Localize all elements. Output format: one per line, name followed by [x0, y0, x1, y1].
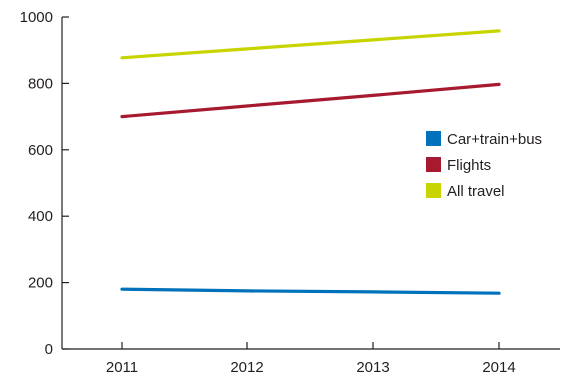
- legend-swatch: [426, 183, 441, 198]
- legend-label: Flights: [447, 157, 491, 174]
- x-tick-label: 2013: [356, 359, 389, 376]
- y-tick-label: 1000: [20, 9, 53, 26]
- y-tick-label: 200: [28, 275, 53, 292]
- x-tick-label: 2014: [482, 359, 515, 376]
- x-tick-label: 2012: [230, 359, 263, 376]
- series-line-3: [120, 29, 501, 60]
- legend-label: Car+train+bus: [447, 131, 542, 148]
- legend-swatch: [426, 157, 441, 172]
- series-line-1: [120, 287, 501, 295]
- x-axis: 2011 2012 2013 2014: [62, 342, 560, 376]
- series-line-2: [120, 82, 501, 119]
- y-tick-label: 400: [28, 208, 53, 225]
- y-tick-label: 0: [45, 341, 53, 358]
- legend-label: All travel: [447, 183, 505, 200]
- legend-swatch: [426, 131, 441, 146]
- y-tick-label: 800: [28, 75, 53, 92]
- x-tick-label: 2011: [106, 359, 138, 376]
- legend: Car+train+bus Flights All travel: [426, 131, 542, 200]
- y-tick-label: 600: [28, 142, 53, 159]
- y-axis: 0 200 400 600 800 1000: [20, 9, 69, 358]
- series-lines: [120, 29, 501, 295]
